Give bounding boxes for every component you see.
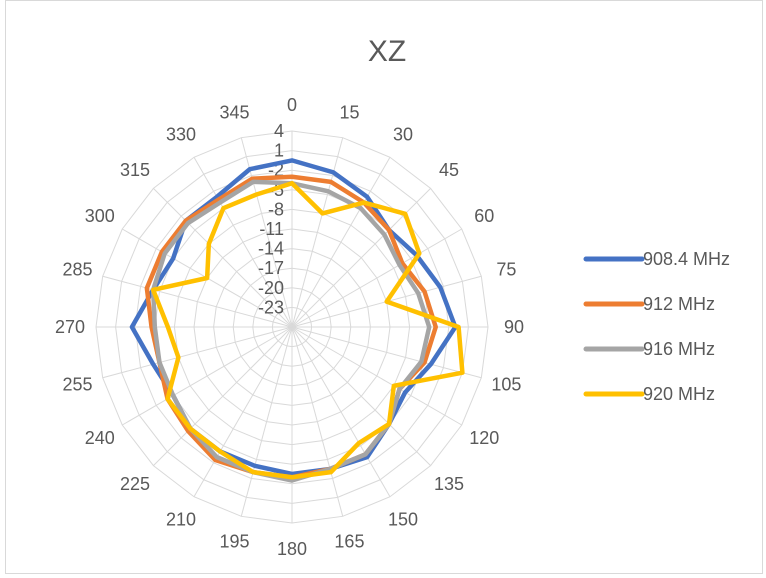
angle-label: 195 (220, 531, 250, 551)
radial-tick-label: -14 (258, 239, 284, 259)
series-lines (129, 158, 465, 483)
angle-label: 240 (85, 428, 115, 448)
radial-tick-label: 1 (274, 141, 284, 161)
angle-label: 300 (85, 206, 115, 226)
radial-tick-labels: 41-2-5-8-11-14-17-20-23 (258, 121, 284, 317)
angle-label: 315 (120, 160, 150, 180)
grid-spoke (153, 326, 293, 466)
grid-spoke (240, 326, 293, 517)
legend-label: 912 MHz (643, 294, 715, 314)
angle-label: 180 (277, 539, 307, 559)
radial-tick-label: -17 (258, 258, 284, 278)
series-line (129, 158, 458, 477)
grid-spoke (291, 326, 462, 426)
grid-spoke (291, 326, 344, 517)
angle-label: 45 (439, 160, 459, 180)
angle-label: 150 (388, 509, 418, 529)
grid-spoke (122, 326, 293, 426)
angle-label: 105 (491, 374, 521, 394)
legend-label: 908.4 MHz (643, 249, 730, 269)
angle-label: 75 (496, 260, 516, 280)
grid-spoke (291, 326, 431, 466)
chart-frame: XZ 4 1 -2 -5 -8 -11 -14 -17 -20 -23 0 15 30 45 60 75 90… (5, 0, 763, 574)
chart-title: XZ (368, 35, 406, 68)
series-line (150, 181, 465, 480)
angle-labels: 0 15 30 45 60 75 90 105 120 135 150 165 180 195 210 225… (55, 95, 524, 559)
angle-label: 135 (434, 474, 464, 494)
legend-label: 916 MHz (643, 339, 715, 359)
grid-spoke (291, 188, 431, 328)
angle-label: 255 (63, 374, 93, 394)
grid-spoke (193, 326, 293, 497)
angle-label: 210 (166, 509, 196, 529)
legend: 908.4 MHz 912 MHz 916 MHz 920 MHz (583, 249, 730, 404)
angle-label: 225 (120, 474, 150, 494)
grid-spoke (291, 228, 462, 328)
grid-spoke (291, 157, 391, 328)
angle-label: 345 (220, 103, 250, 123)
angle-label: 120 (469, 428, 499, 448)
grid-spoke (291, 137, 344, 328)
angle-label: 0 (287, 95, 297, 115)
grid-spoke (153, 188, 293, 328)
angle-label: 15 (339, 103, 359, 123)
angle-label: 90 (504, 317, 524, 337)
radial-tick-label: 4 (274, 121, 284, 141)
series-line (150, 179, 432, 483)
grid-spoke (291, 326, 391, 497)
angle-label: 60 (474, 206, 494, 226)
grid-spoke (102, 275, 293, 328)
radial-tick-label: -23 (258, 297, 284, 317)
grid-spoke (102, 326, 293, 379)
angle-label: 30 (393, 125, 413, 145)
angle-label: 285 (63, 260, 93, 280)
angle-label: 330 (166, 125, 196, 145)
angle-label: 270 (55, 317, 85, 337)
grid-spoke (291, 326, 482, 379)
radial-tick-label: -11 (259, 219, 284, 239)
grid-spoke (193, 157, 293, 328)
radial-tick-label: -20 (258, 278, 284, 298)
radial-tick-label: -8 (268, 199, 284, 219)
angle-label: 165 (334, 531, 364, 551)
legend-label: 920 MHz (643, 384, 715, 404)
radar-chart: XZ 41-2-5-8-11-14-17-20-23 0 153045607590… (55, 35, 730, 559)
